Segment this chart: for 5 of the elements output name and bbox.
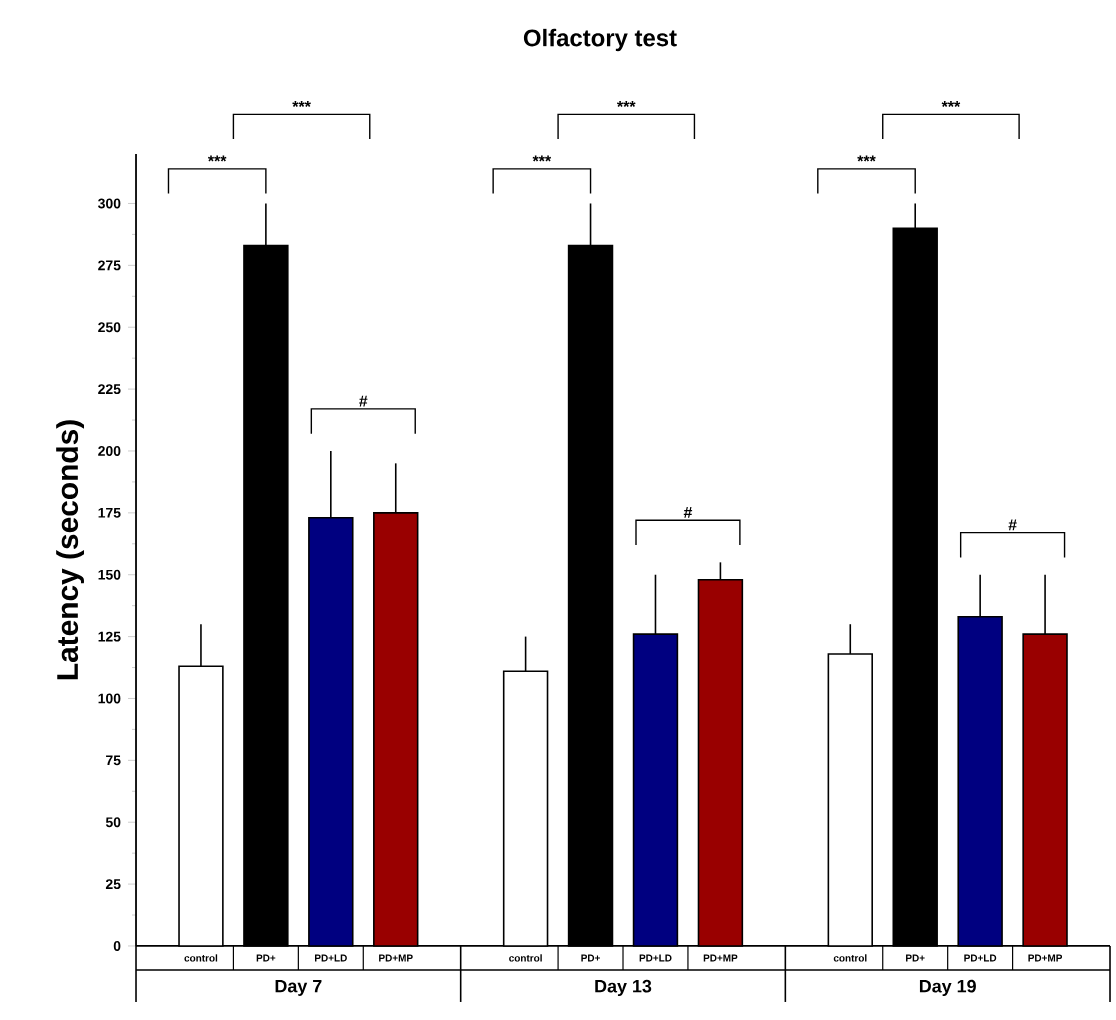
x-tick-label: Day 13	[595, 979, 652, 997]
chart-title: Olfactory test	[523, 28, 677, 52]
y-axis-title: Latency (seconds)	[56, 420, 85, 680]
x-tick-label: Day 7	[275, 979, 322, 996]
x-tick-label: Day 19	[919, 979, 976, 997]
